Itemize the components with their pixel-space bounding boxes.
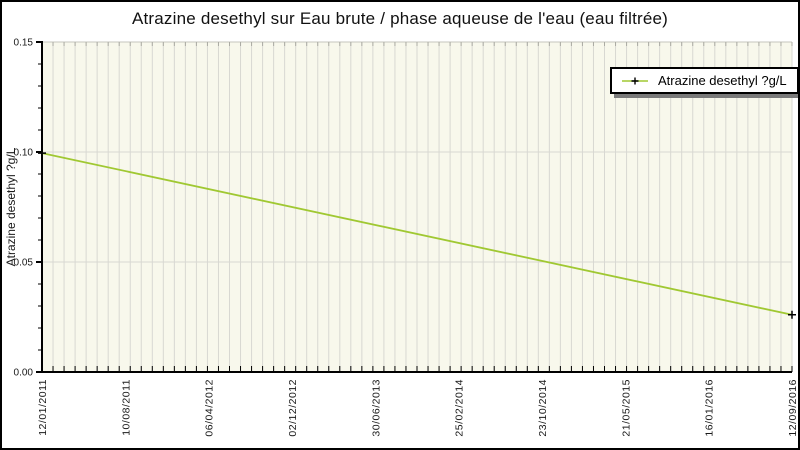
series-line [41,152,793,316]
bottom-axis [41,366,793,373]
svg-text:0.15: 0.15 [14,38,34,49]
svg-text:06/04/2012: 06/04/2012 [204,379,216,437]
svg-text:12/01/2011: 12/01/2011 [37,379,49,436]
svg-text:21/05/2015: 21/05/2015 [620,379,632,437]
data-point-markers [38,149,796,319]
svg-text:10/08/2011: 10/08/2011 [120,379,132,436]
top-axis [41,41,793,46]
legend-line-marker-icon [622,77,648,84]
svg-text:0.05: 0.05 [14,258,34,269]
y-gridlines [42,151,792,263]
svg-text:16/01/2016: 16/01/2016 [704,379,716,437]
svg-text:30/06/2013: 30/06/2013 [370,379,382,437]
svg-text:23/10/2014: 23/10/2014 [537,379,549,437]
y-tick-labels: 0.00 0.05 0.10 0.15 [14,38,34,379]
x-tick-labels: 12/01/2011 10/08/2011 06/04/2012 02/12/2012… [37,379,799,437]
chart-title: Atrazine desethyl sur Eau brute / phase … [131,9,669,28]
left-axis [36,41,43,373]
svg-text:12/09/2016: 12/09/2016 [787,379,799,437]
svg-text:25/02/2014: 25/02/2014 [454,379,466,437]
legend: Atrazine desethyl ?g/L [610,67,798,94]
y-axis-label: Atrazine desethyl ?g/L [4,147,18,266]
svg-text:0.00: 0.00 [14,368,34,379]
legend-label: Atrazine desethyl ?g/L [658,73,787,88]
svg-text:02/12/2012: 02/12/2012 [287,379,299,437]
x-gridlines [52,42,793,372]
svg-text:0.10: 0.10 [14,148,34,159]
